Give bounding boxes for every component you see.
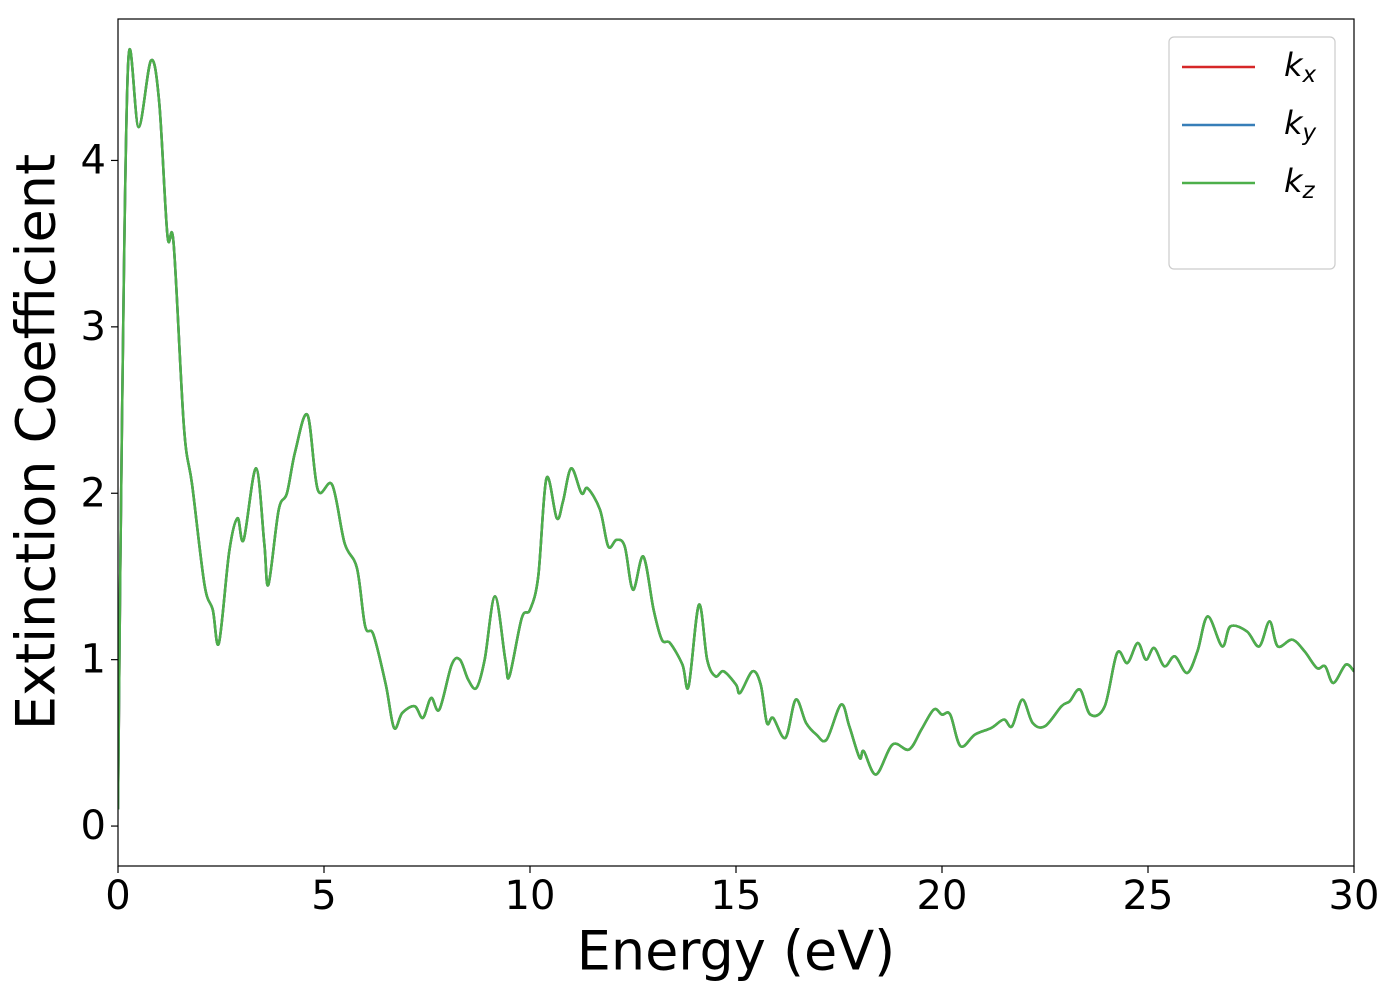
series-line — [118, 48, 1354, 810]
x-axis-label: Energy (eV) — [577, 920, 896, 983]
y-axis-label: Extinction Coefficient — [5, 154, 68, 730]
y-tick-label: 2 — [81, 470, 106, 516]
y-tick-label: 0 — [81, 803, 106, 849]
x-tick-label: 30 — [1329, 873, 1380, 919]
y-tick-label: 3 — [81, 304, 106, 350]
x-tick-label: 0 — [105, 873, 130, 919]
legend-label: kz — [1284, 162, 1316, 204]
plot-frame — [117, 18, 1355, 867]
x-tick-label: 20 — [917, 873, 968, 919]
x-tick-label: 5 — [311, 873, 336, 919]
legend-box — [1168, 36, 1336, 270]
y-tick-label: 4 — [81, 137, 106, 183]
legend-label: kx — [1284, 46, 1317, 88]
x-tick-label: 10 — [505, 873, 556, 919]
legend-label: ky — [1284, 104, 1317, 146]
x-tick-label: 25 — [1123, 873, 1174, 919]
y-tick-label: 1 — [81, 637, 106, 683]
x-tick-label: 15 — [711, 873, 762, 919]
